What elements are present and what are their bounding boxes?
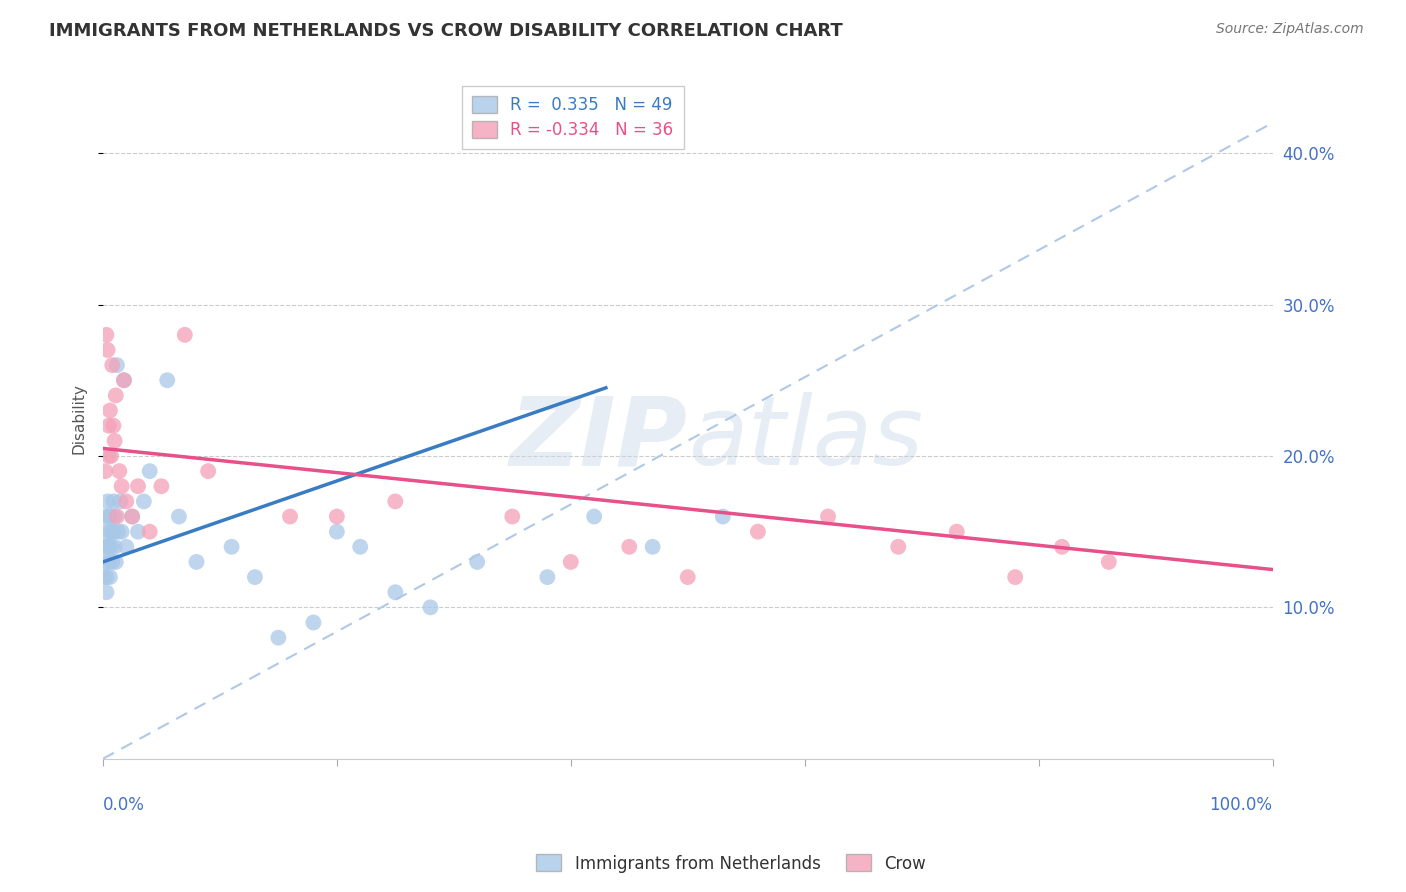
Point — [101, 358, 124, 372]
Point — [138, 464, 160, 478]
Point — [583, 509, 606, 524]
Point — [103, 418, 125, 433]
Point — [465, 555, 488, 569]
Point — [150, 479, 173, 493]
Y-axis label: Disability: Disability — [72, 383, 86, 453]
Point — [100, 509, 122, 524]
Point — [104, 388, 127, 402]
Point — [121, 509, 143, 524]
Point — [501, 509, 523, 524]
Text: atlas: atlas — [688, 392, 922, 485]
Point — [96, 570, 118, 584]
Text: Source: ZipAtlas.com: Source: ZipAtlas.com — [1216, 22, 1364, 37]
Point — [100, 449, 122, 463]
Point — [156, 373, 179, 387]
Point — [127, 479, 149, 493]
Point — [105, 358, 128, 372]
Point — [138, 524, 160, 539]
Legend: R =  0.335   N = 49, R = -0.334   N = 36: R = 0.335 N = 49, R = -0.334 N = 36 — [463, 86, 683, 149]
Point — [96, 585, 118, 599]
Point — [94, 464, 117, 478]
Text: 100.0%: 100.0% — [1209, 797, 1272, 814]
Point — [267, 631, 290, 645]
Point — [384, 585, 406, 599]
Point — [97, 555, 120, 569]
Point — [817, 509, 839, 524]
Text: ZIP: ZIP — [510, 392, 688, 485]
Point — [132, 494, 155, 508]
Point — [97, 540, 120, 554]
Point — [221, 540, 243, 554]
Point — [98, 570, 121, 584]
Point — [103, 524, 125, 539]
Point — [326, 524, 349, 539]
Legend: Immigrants from Netherlands, Crow: Immigrants from Netherlands, Crow — [530, 847, 932, 880]
Point — [121, 509, 143, 524]
Point — [384, 494, 406, 508]
Point — [107, 524, 129, 539]
Point — [104, 434, 127, 448]
Point — [560, 555, 582, 569]
Point — [536, 570, 558, 584]
Point — [197, 464, 219, 478]
Point — [97, 449, 120, 463]
Point — [97, 540, 120, 554]
Point — [97, 509, 120, 524]
Point — [101, 555, 124, 569]
Text: IMMIGRANTS FROM NETHERLANDS VS CROW DISABILITY CORRELATION CHART: IMMIGRANTS FROM NETHERLANDS VS CROW DISA… — [49, 22, 844, 40]
Point — [1050, 540, 1073, 554]
Point — [104, 555, 127, 569]
Point — [278, 509, 301, 524]
Point — [97, 418, 120, 433]
Point — [641, 540, 664, 554]
Point — [747, 524, 769, 539]
Point — [243, 570, 266, 584]
Text: 0.0%: 0.0% — [103, 797, 145, 814]
Point — [112, 373, 135, 387]
Point — [100, 540, 122, 554]
Point — [104, 509, 127, 524]
Point — [619, 540, 641, 554]
Point — [419, 600, 441, 615]
Point — [97, 494, 120, 508]
Point — [127, 524, 149, 539]
Point — [326, 509, 349, 524]
Point — [103, 494, 125, 508]
Point — [945, 524, 967, 539]
Point — [94, 555, 117, 569]
Point — [302, 615, 325, 630]
Point — [112, 373, 135, 387]
Point — [173, 327, 195, 342]
Point — [105, 509, 128, 524]
Point — [1004, 570, 1026, 584]
Point — [101, 524, 124, 539]
Point — [186, 555, 208, 569]
Point — [108, 464, 131, 478]
Point — [115, 540, 138, 554]
Point — [676, 570, 699, 584]
Point — [93, 540, 115, 554]
Point — [111, 479, 134, 493]
Point — [96, 327, 118, 342]
Point — [349, 540, 371, 554]
Point — [1098, 555, 1121, 569]
Point — [98, 403, 121, 417]
Point — [111, 524, 134, 539]
Point — [887, 540, 910, 554]
Point — [98, 524, 121, 539]
Point — [711, 509, 734, 524]
Point — [115, 494, 138, 508]
Point — [110, 494, 132, 508]
Point — [97, 343, 120, 357]
Point — [93, 570, 115, 584]
Point — [167, 509, 190, 524]
Point — [104, 540, 127, 554]
Point — [96, 524, 118, 539]
Point — [94, 509, 117, 524]
